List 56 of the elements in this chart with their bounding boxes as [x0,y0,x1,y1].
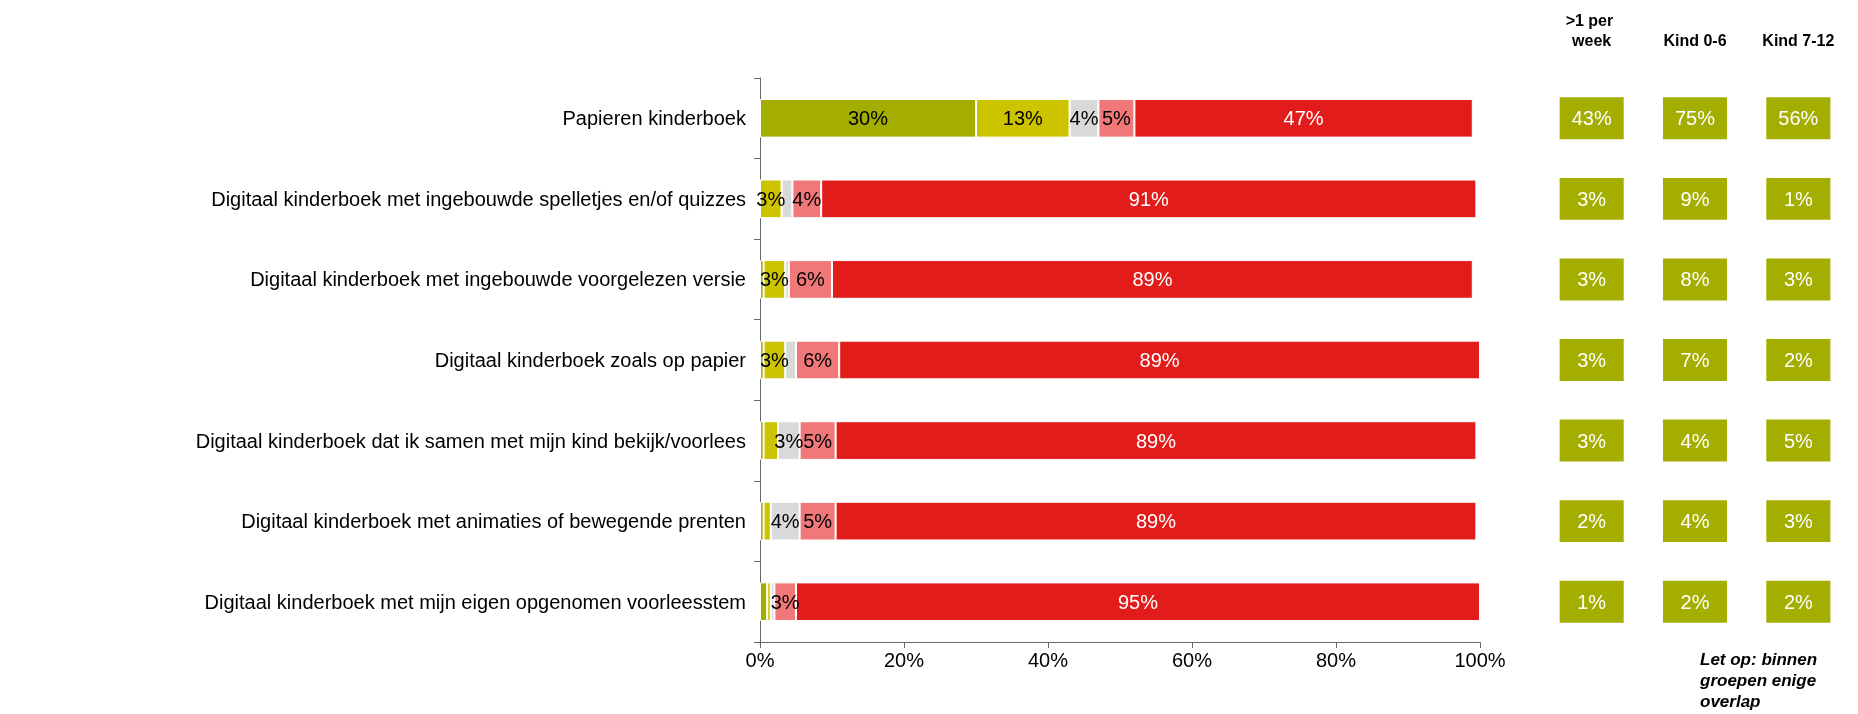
y-tick-label: Papieren kinderboek [562,107,747,130]
x-tick-label: 60% [1171,649,1213,671]
data-label: 43% [1571,107,1612,130]
data-label: 5% [1783,429,1813,452]
data-label: 4% [1680,429,1710,452]
text: Let op: binnen groepen enige overlap [1699,650,1822,711]
data-label: 7% [1680,349,1710,371]
data-label: 6% [795,268,826,291]
data-label: 4% [792,187,822,210]
y-tick-label: Digitaal kinderboek met ingebouwde voorgelezen versie [250,268,746,291]
y-tick-label: Digitaal kinderboek dat ik samen met mijn kind bekijk/voorlees [195,429,746,452]
data-label: 5% [803,429,833,452]
data-label: 6% [803,349,833,371]
data-label: 1% [1783,187,1813,210]
data-label: 75% [1674,107,1716,130]
x-tick-label: 80% [1315,649,1357,671]
data-label: 3% [1577,349,1607,371]
y-tick-label: Digitaal kinderboek met animaties of bewegende prenten [241,510,746,533]
data-label: 89% [1135,510,1177,533]
data-label: 9% [1680,187,1710,210]
data-label: 5% [1101,107,1132,130]
data-label: 4% [770,510,800,533]
data-label: 3% [1577,187,1607,210]
x-tick-label: 0% [745,649,775,671]
data-label: 2% [1783,349,1813,371]
data-label: 3% [1783,268,1813,291]
bar [760,582,768,622]
data-label: 1% [1577,590,1607,613]
data-label: 89% [1139,349,1180,371]
data-label: 30% [847,107,889,130]
data-label: 5% [803,510,833,533]
data-label: 47% [1283,107,1324,130]
x-tick-label: 20% [883,649,925,671]
data-label: 91% [1128,187,1170,210]
data-label: 2% [1577,510,1607,533]
y-tick-label: Digitaal kinderboek zoals op papier [434,349,747,371]
data-label: 3% [1577,429,1607,452]
data-label: 3% [1577,268,1607,291]
x-tick-label: >1 per week [1565,11,1618,49]
data-label: 2% [1680,590,1710,613]
x-tick-label: 40% [1027,649,1069,671]
data-label: 2% [1783,590,1813,613]
y-tick-label: Digitaal kinderboek met mijn eigen opgenomen voorleesstem [204,590,746,613]
data-label: 56% [1778,107,1819,130]
x-tick-label: Kind 0-6 [1663,31,1727,49]
data-label: 89% [1132,268,1173,291]
x-tick-label: 100% [1454,649,1506,671]
data-label: 4% [1680,510,1710,533]
y-tick-label: Digitaal kinderboek met ingebouwde spelletjes en/of quizzes [211,187,746,210]
data-label: 3% [1783,510,1813,533]
data-label: 13% [1002,107,1044,130]
x-tick-label: Kind 7-12 [1762,31,1835,49]
data-label: 95% [1117,590,1159,613]
data-label: 89% [1135,429,1177,452]
data-label: 8% [1680,268,1710,291]
data-label: 4% [1069,107,1099,130]
